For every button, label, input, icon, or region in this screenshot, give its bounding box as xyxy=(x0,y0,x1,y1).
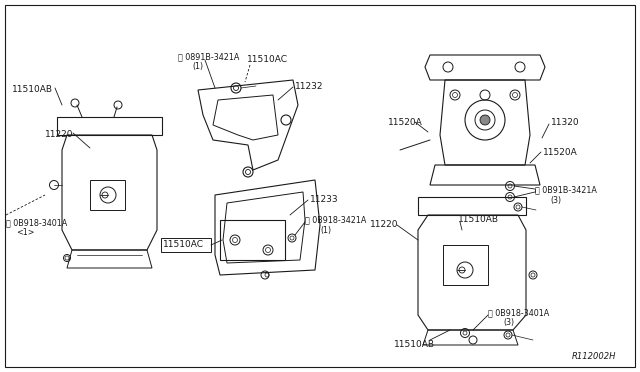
Text: R112002H: R112002H xyxy=(572,352,616,361)
Text: 11510AB: 11510AB xyxy=(394,340,435,349)
Circle shape xyxy=(480,115,490,125)
Bar xyxy=(161,238,211,252)
Text: 11220: 11220 xyxy=(370,220,399,229)
Bar xyxy=(220,220,285,260)
Text: 11320: 11320 xyxy=(551,118,580,127)
Text: Ⓝ 0B91B-3421A: Ⓝ 0B91B-3421A xyxy=(535,185,597,194)
Text: 11232: 11232 xyxy=(295,82,323,91)
Text: Ⓝ 0B918-3421A: Ⓝ 0B918-3421A xyxy=(305,215,366,224)
Text: 11520A: 11520A xyxy=(543,148,578,157)
Text: 11220: 11220 xyxy=(45,130,74,139)
Text: (3): (3) xyxy=(550,196,561,205)
Bar xyxy=(90,180,125,210)
Text: (3): (3) xyxy=(503,318,514,327)
Text: (1): (1) xyxy=(320,226,331,235)
Text: Ⓝ 0891B-3421A: Ⓝ 0891B-3421A xyxy=(178,52,239,61)
Text: 11510AB: 11510AB xyxy=(458,215,499,224)
Text: 11233: 11233 xyxy=(310,195,339,204)
Text: Ⓝ 0B918-3401A: Ⓝ 0B918-3401A xyxy=(6,218,67,227)
Text: Ⓝ 0B918-3401A: Ⓝ 0B918-3401A xyxy=(488,308,549,317)
Text: 11520A: 11520A xyxy=(388,118,423,127)
Text: (1): (1) xyxy=(192,62,203,71)
Text: 11510AB: 11510AB xyxy=(12,85,53,94)
Text: 11510AC: 11510AC xyxy=(247,55,288,64)
Text: <1>: <1> xyxy=(16,228,35,237)
Text: 11510AC: 11510AC xyxy=(163,240,204,249)
Bar xyxy=(443,245,488,285)
